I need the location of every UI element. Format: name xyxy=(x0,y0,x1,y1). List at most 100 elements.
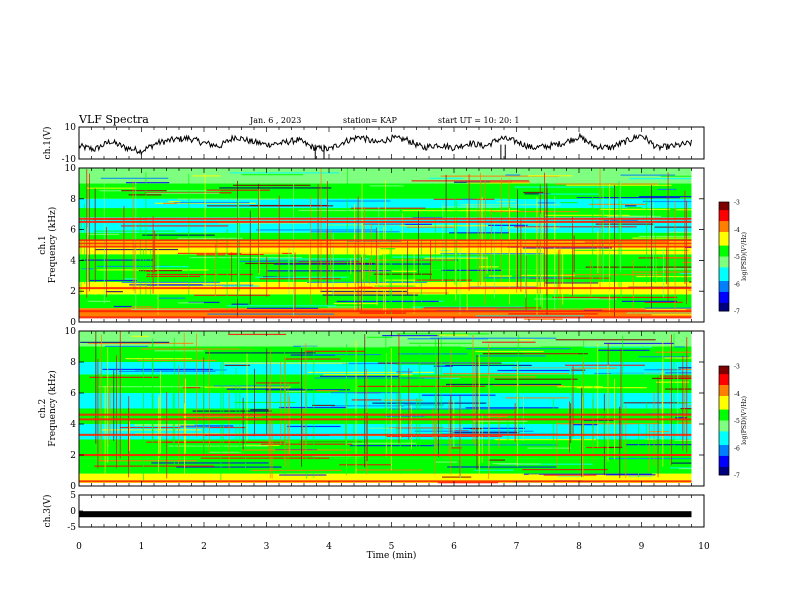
ch1-colorbar-swatch xyxy=(719,259,729,263)
ch2-spectrogram-streak xyxy=(101,429,202,431)
ch2-spectrogram-streak xyxy=(490,465,618,467)
ch1-spectrogram-streak xyxy=(449,232,510,234)
ch2-spectrogram-streak xyxy=(241,449,351,451)
ch1-spectrogram-streak xyxy=(408,304,497,306)
ch1-spectrogram-streak xyxy=(662,268,692,270)
ch2-colorbar-swatch xyxy=(719,404,729,408)
ch1-spectrogram-streak xyxy=(246,307,319,309)
ch2-spectrogram-streak xyxy=(660,377,692,379)
ch2-spectrogram-streak xyxy=(466,368,574,370)
ch1-spectrogram-streak xyxy=(380,248,396,250)
ch1-spectrogram-streak xyxy=(227,253,264,256)
ch2-spectrogram-streak xyxy=(583,346,652,348)
ch2-spectrogram-streak xyxy=(492,385,565,387)
ch2-spectrogram-streak xyxy=(396,371,413,373)
ch2-spectrogram-streak xyxy=(250,441,368,443)
ch2-spectrogram-streak xyxy=(205,352,316,354)
ch2-colorbar-swatch xyxy=(719,436,729,441)
ch2-colorbar-swatch xyxy=(719,371,729,375)
ch2-spectrogram-streak xyxy=(146,441,268,443)
ch1-colorbar-swatch xyxy=(719,202,729,206)
ch2-spectrogram-band xyxy=(79,346,692,362)
ch2-colorbar-swatch xyxy=(719,469,729,473)
ch2-colorbar-swatch xyxy=(719,395,729,400)
ch1-spectrogram-streak xyxy=(257,260,357,262)
ch2-colorbar-swatch xyxy=(719,464,729,468)
ch1-spectrogram-streak xyxy=(333,302,378,305)
ch1-colorbar-label: log(PSD)(V²/Hz) xyxy=(741,232,748,281)
x-tick-label: 0 xyxy=(76,542,82,552)
ch2-colorbar-swatch xyxy=(719,425,729,430)
ch2-spectrogram-streak xyxy=(349,445,434,447)
ch2-spectrogram-streak xyxy=(476,355,546,357)
ch2-spectrogram-streak xyxy=(494,439,596,441)
ch1-colorbar-swatch xyxy=(719,248,729,252)
ch2-spectrogram-streak xyxy=(441,476,472,478)
ch2-spectrogram-streak xyxy=(323,374,413,376)
ch2-spectrogram-streak xyxy=(670,467,692,469)
ch2-spectrogram-streak xyxy=(451,447,462,449)
ch2-colorbar-swatch xyxy=(719,461,729,465)
ch1-spectrogram-streak xyxy=(192,175,221,177)
x-tick-label: 10 xyxy=(698,542,710,552)
ch1-colorbar-swatch xyxy=(719,212,729,217)
ch1-colorbar-tick-label: -3 xyxy=(734,200,740,207)
ch1-spectrogram-streak xyxy=(651,314,692,316)
ch1-spectrogram-streak xyxy=(545,282,599,284)
ch3-y-tick-label: 0 xyxy=(70,507,76,517)
date-label: Jan. 6 , 2023 xyxy=(249,116,301,125)
ch2-spectrogram-streak xyxy=(238,348,274,350)
ch2-spectrogram-streak xyxy=(586,446,615,449)
ch2-spectrogram-streak xyxy=(87,342,194,344)
ch2-colorbar-frame xyxy=(718,365,730,476)
ch2-colorbar-swatch xyxy=(719,445,729,449)
ch1-spectrogram-y-tick-label: 8 xyxy=(70,195,76,205)
ch2-colorbar-swatch xyxy=(719,409,729,413)
ch1-colorbar-swatch xyxy=(719,229,729,233)
ch1-spectrogram-streak xyxy=(189,256,303,259)
ch1-spectrogram-streak xyxy=(642,200,692,203)
ch2-spectrogram-streak xyxy=(557,386,603,388)
ch2-spectrogram-streak xyxy=(497,381,620,384)
ch1-spectrogram-streak xyxy=(87,300,111,302)
ch2-spectrogram-streak xyxy=(461,345,541,348)
ch1-spectrogram-y-tick-label: 0 xyxy=(70,318,76,328)
ch2-spectrogram-streak xyxy=(131,335,150,337)
ch1-spectrogram-streak xyxy=(120,225,229,227)
ch1-spectrogram-streak xyxy=(626,207,642,209)
ch2-spectrogram-streak xyxy=(396,333,490,335)
ch2-spectrogram-streak xyxy=(180,427,209,429)
ch1-spectrogram-streak xyxy=(574,249,689,251)
ch1-spectrogram-streak xyxy=(275,283,388,285)
ch1-spectrogram-streak xyxy=(411,180,530,182)
ch1-spectrogram-streak xyxy=(555,183,658,185)
ch2-spectrogram-band xyxy=(79,374,692,393)
ch2-spectrogram-streak xyxy=(522,468,608,471)
ch1-spectrogram-streak xyxy=(508,313,598,315)
ch1-spectrogram-streak xyxy=(126,306,153,308)
ch1-spectrogram-streak xyxy=(95,248,179,251)
ch1-spectrogram-streak xyxy=(505,174,521,176)
ch2-spectrogram-streak xyxy=(688,405,692,407)
ch1-spectrogram-streak xyxy=(373,273,432,275)
ch1-colorbar-swatch xyxy=(719,278,729,282)
ch1-spectrogram-streak xyxy=(621,300,678,302)
ch1-spectrogram-streak xyxy=(557,204,606,206)
ch1-spectrogram-streak xyxy=(123,278,137,280)
ch1-colorbar-swatch xyxy=(719,253,729,257)
ch2-spectrogram-streak xyxy=(482,341,536,343)
ch1-spectrogram-line xyxy=(79,287,692,290)
ch1-spectrogram-streak xyxy=(120,263,148,265)
ch2-spectrogram-streak xyxy=(98,386,206,388)
ch2-spectrogram-streak xyxy=(438,420,449,422)
ch1-spectrogram-streak xyxy=(388,219,454,221)
ch2-spectrogram-streak xyxy=(182,415,263,418)
ch2-spectrogram-streak xyxy=(603,342,675,345)
ch1-spectrogram-streak xyxy=(245,262,375,265)
ch2-spectrogram-streak xyxy=(445,383,562,386)
ch2-spectrogram-streak xyxy=(209,451,242,453)
ch2-spectrogram-streak xyxy=(287,348,363,350)
ch1-spectrogram-texture xyxy=(80,168,692,320)
ch2-colorbar-swatch xyxy=(719,472,729,476)
